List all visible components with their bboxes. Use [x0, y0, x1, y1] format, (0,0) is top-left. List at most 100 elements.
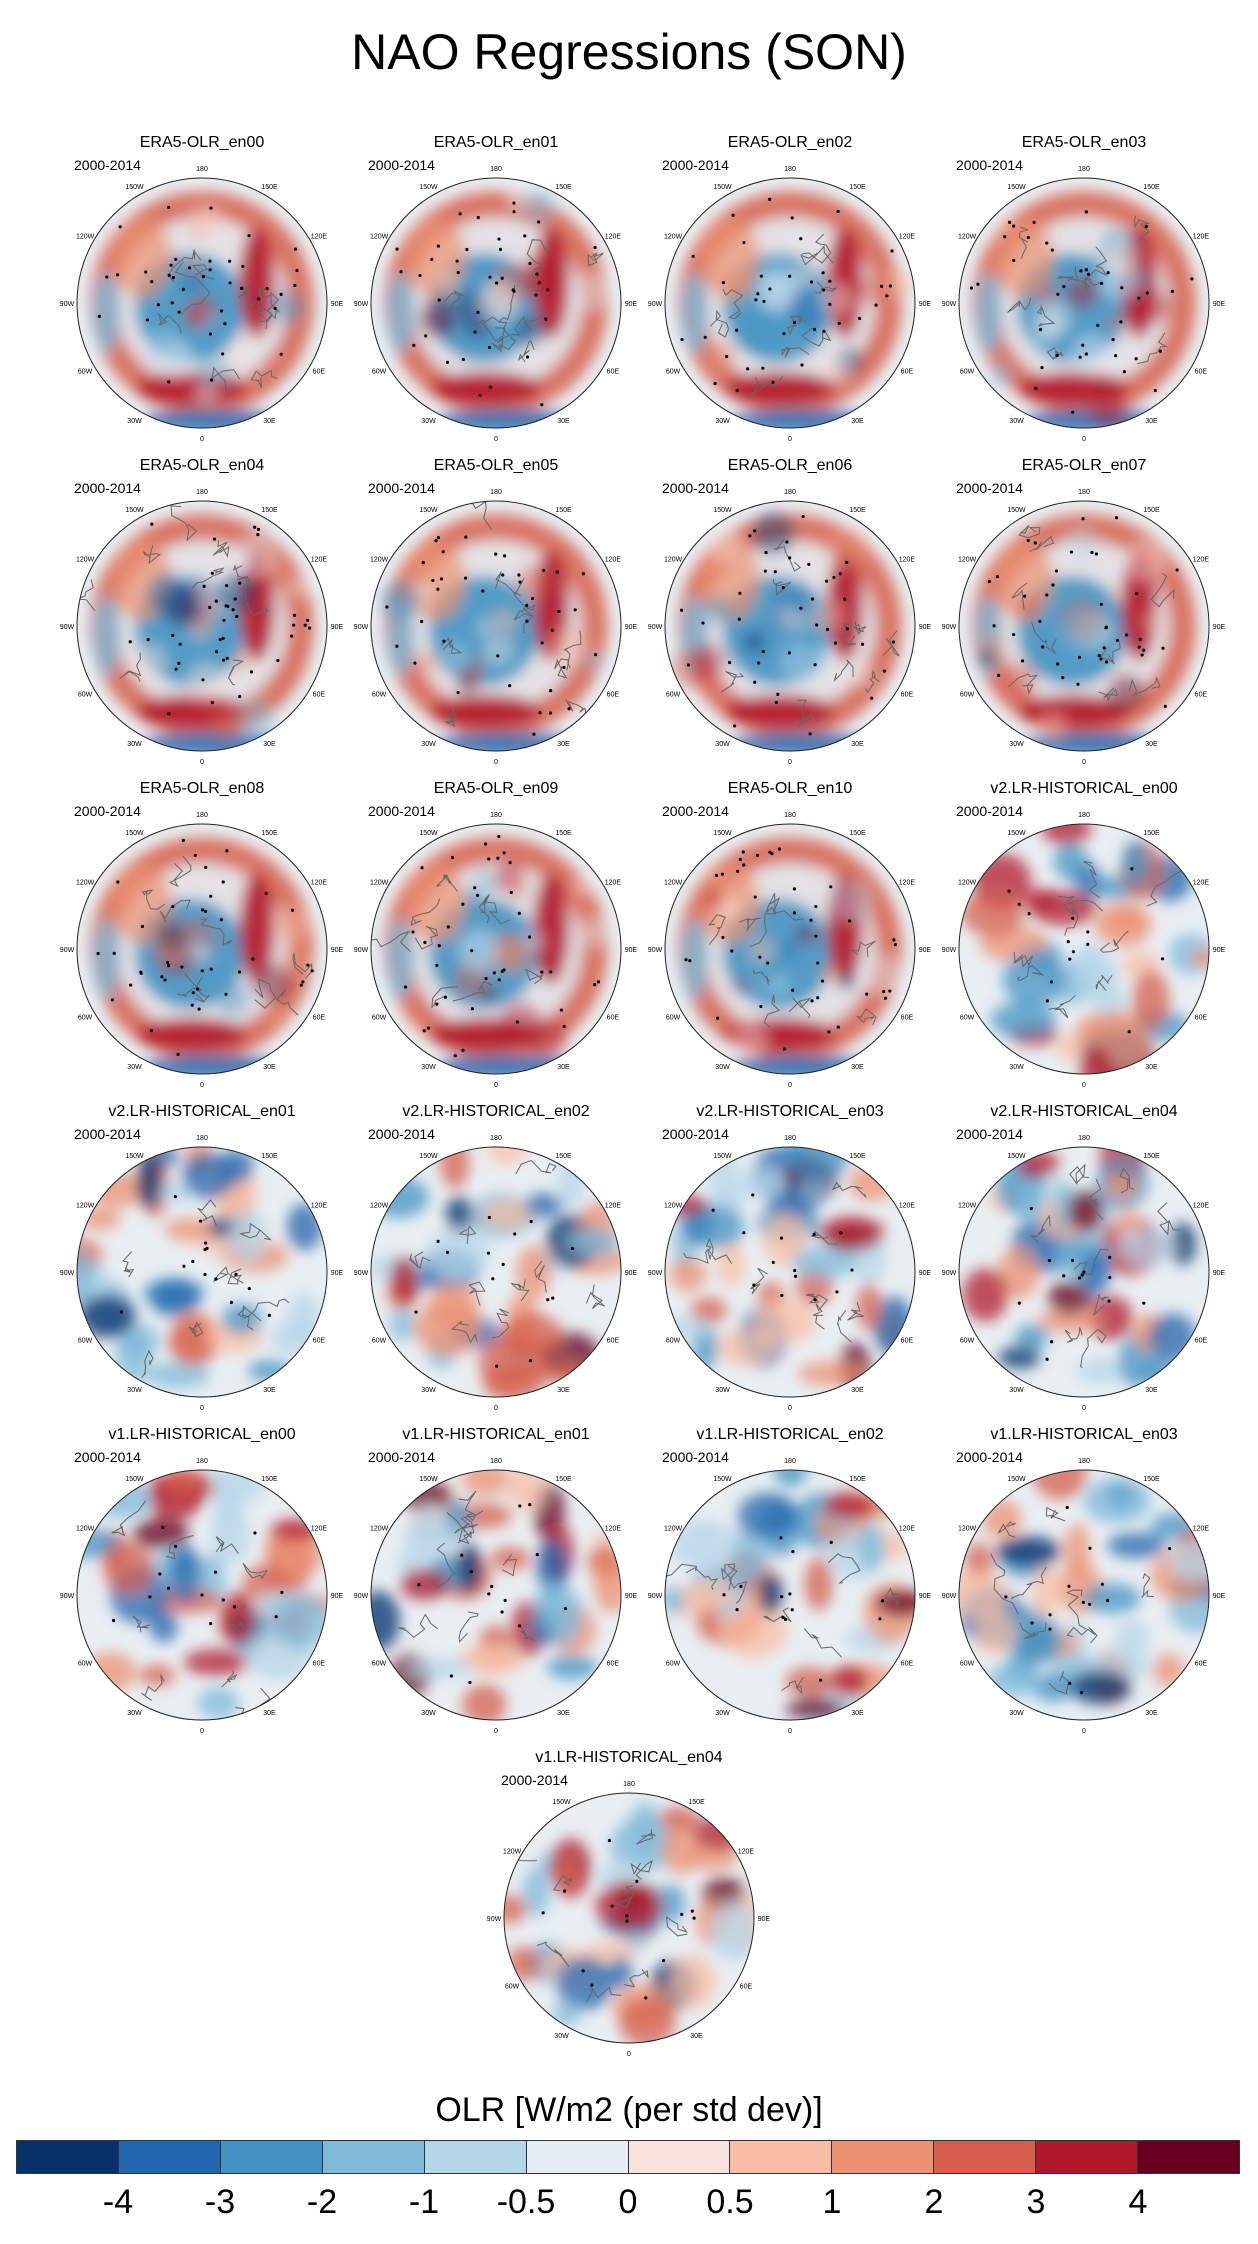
lon-label: 90E — [625, 624, 638, 631]
lon-label: 120W — [664, 1203, 683, 1210]
lon-label: 90W — [354, 624, 369, 631]
lon-label: 30W — [715, 1387, 730, 1394]
lon-label: 120W — [664, 1526, 683, 1533]
lon-label: 150E — [261, 1476, 278, 1483]
lon-label: 30E — [851, 741, 864, 748]
lon-label: 90W — [354, 301, 369, 308]
lon-label: 180 — [784, 1135, 796, 1142]
lon-label: 120W — [958, 234, 977, 241]
lon-label: 180 — [1078, 1135, 1090, 1142]
panel-title: ERA5-OLR_en02 — [727, 134, 853, 151]
lon-label: 90E — [1213, 301, 1226, 308]
lon-label: 120W — [958, 557, 977, 564]
lon-label: 120W — [370, 880, 389, 887]
lon-label: 30W — [715, 1710, 730, 1717]
lon-label: 90E — [758, 1916, 771, 1923]
polar-map: 180 150E 120E 90E 60E 30E 0 30W 60W 90W 120W 150W — [648, 1135, 932, 1410]
lon-label: 0 — [1082, 436, 1086, 441]
panel-title: ERA5-OLR_en10 — [727, 780, 853, 797]
polar-map: 180 150E 120E 90E 60E 30E 0 30W 60W 90W 120W 150W — [354, 166, 638, 441]
map-panel: ERA5-OLR_en02 2000-2014 180 150E 120E 90E 60E 3… — [644, 133, 936, 441]
lon-label: 150E — [261, 1153, 278, 1160]
lon-label: 30E — [263, 1064, 276, 1071]
lon-label: 90E — [919, 1270, 932, 1277]
panel-period: 2000-2014 — [956, 803, 1023, 819]
lon-label: 60W — [960, 369, 975, 376]
panel-period: 2000-2014 — [74, 157, 141, 173]
lon-label: 30W — [421, 418, 436, 425]
lon-label: 150E — [849, 184, 866, 191]
lon-label: 150W — [1007, 184, 1026, 191]
lon-label: 30E — [1145, 418, 1158, 425]
lon-label: 0 — [494, 759, 498, 764]
colorbar-tick-label: -2 — [306, 2183, 338, 2221]
lon-label: 90E — [1213, 624, 1226, 631]
lon-label: 0 — [1082, 759, 1086, 764]
lon-label: 180 — [1078, 489, 1090, 496]
lon-label: 150E — [1143, 184, 1160, 191]
lon-label: 120E — [1193, 880, 1210, 887]
lon-label: 150E — [555, 184, 572, 191]
lon-label: 120E — [311, 234, 328, 241]
lon-label: 60E — [901, 692, 914, 699]
lon-label: 90E — [919, 1593, 932, 1600]
lon-label: 180 — [490, 166, 502, 173]
lon-label: 120W — [76, 557, 95, 564]
lon-label: 30W — [1009, 418, 1024, 425]
map-panel: v1.LR-HISTORICAL_en00 2000-2014 180 150E 120… — [56, 1425, 348, 1733]
panel-period: 2000-2014 — [662, 1449, 729, 1465]
lon-label: 150W — [419, 830, 438, 837]
colorbar-cell — [730, 2141, 833, 2173]
colorbar-tick-label: -3 — [204, 2183, 236, 2221]
polar-map: 180 150E 120E 90E 60E 30E 0 30W 60W 90W 120W 150W — [60, 1458, 344, 1733]
panel-title: v2.LR-HISTORICAL_en00 — [990, 780, 1178, 797]
lon-label: 30E — [1145, 1710, 1158, 1717]
lon-label: 0 — [1082, 1082, 1086, 1087]
lon-label: 60W — [78, 692, 93, 699]
lon-label: 60W — [666, 1338, 681, 1345]
lon-label: 30E — [1145, 1064, 1158, 1071]
lon-label: 120E — [1193, 234, 1210, 241]
panel-period: 2000-2014 — [74, 803, 141, 819]
lon-label: 150E — [555, 1153, 572, 1160]
lon-label: 30E — [557, 1710, 570, 1717]
lon-label: 120W — [958, 880, 977, 887]
lon-label: 30W — [127, 1064, 142, 1071]
lon-label: 120W — [370, 1526, 389, 1533]
lon-label: 60W — [666, 692, 681, 699]
lon-label: 150W — [552, 1799, 571, 1806]
colorbar-cell — [17, 2141, 119, 2173]
lon-label: 30E — [263, 1710, 276, 1717]
lon-label: 150E — [555, 507, 572, 514]
map-panel: v1.LR-HISTORICAL_en04 2000-2014 180 150E 120… — [483, 1748, 775, 2056]
lon-label: 180 — [490, 1458, 502, 1465]
lon-label: 180 — [1078, 1458, 1090, 1465]
lon-label: 90W — [942, 1593, 957, 1600]
lon-label: 150W — [713, 507, 732, 514]
lon-label: 150E — [849, 1153, 866, 1160]
polar-map: 180 150E 120E 90E 60E 30E 0 30W 60W 90W 120W 150W — [648, 489, 932, 764]
lon-label: 150E — [261, 184, 278, 191]
lon-label: 180 — [784, 812, 796, 819]
lon-label: 60W — [372, 1338, 387, 1345]
map-panel: ERA5-OLR_en00 2000-2014 180 150E 120E 90E 60E 3… — [56, 133, 348, 441]
lon-label: 150W — [125, 1153, 144, 1160]
map-panel: ERA5-OLR_en07 2000-2014 180 150E 120E 90E 60E 3… — [938, 456, 1230, 764]
polar-map: 180 150E 120E 90E 60E 30E 0 30W 60W 90W 120W 150W — [354, 812, 638, 1087]
lon-label: 30W — [554, 2033, 569, 2040]
lon-label: 90E — [331, 301, 344, 308]
lon-label: 150W — [1007, 507, 1026, 514]
lon-label: 150W — [125, 184, 144, 191]
colorbar-cell — [1138, 2141, 1240, 2173]
lon-label: 120W — [76, 1203, 95, 1210]
lon-label: 150E — [1143, 1153, 1160, 1160]
lon-label: 0 — [788, 436, 792, 441]
lon-label: 0 — [788, 1728, 792, 1733]
lon-label: 90E — [919, 301, 932, 308]
lon-label: 90W — [60, 947, 75, 954]
map-panel: v1.LR-HISTORICAL_en02 2000-2014 180 150E 120… — [644, 1425, 936, 1733]
polar-map: 180 150E 120E 90E 60E 30E 0 30W 60W 90W 120W 150W — [354, 1135, 638, 1410]
lon-label: 180 — [784, 166, 796, 173]
lon-label: 0 — [200, 1082, 204, 1087]
lon-label: 180 — [196, 489, 208, 496]
